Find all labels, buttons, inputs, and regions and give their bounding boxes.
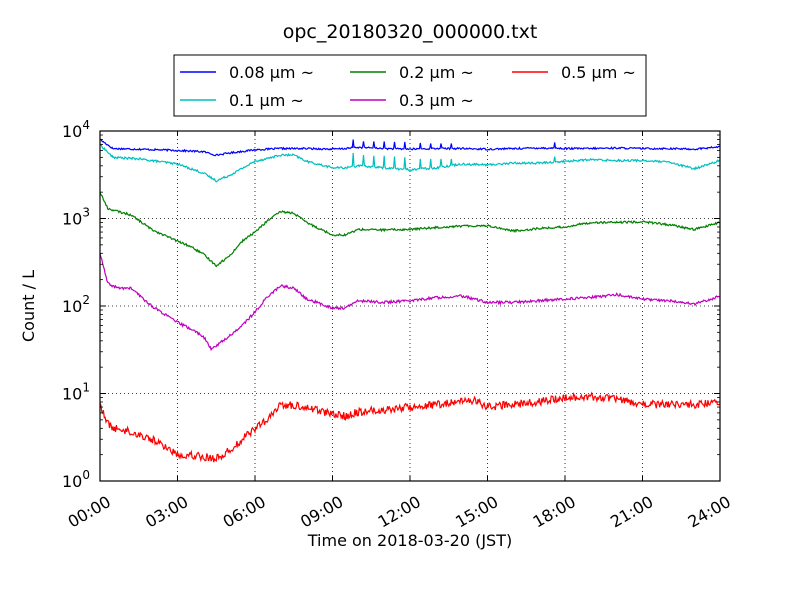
legend-label-1: 0.1 μm ~ (229, 91, 304, 110)
y-tick-label: 100 (62, 468, 90, 491)
legend-label-4: 0.5 μm ~ (561, 63, 636, 82)
series-line-0 (99, 138, 721, 157)
y-tick-label-exponent: 0 (82, 468, 90, 482)
y-tick-label: 101 (62, 381, 90, 404)
y-tick-label-base: 10 (62, 472, 82, 491)
y-tick-label: 104 (62, 118, 90, 141)
legend-label-2: 0.2 μm ~ (399, 63, 474, 82)
legend: 0.08 μm ~ 0.1 μm ~ 0.2 μm ~ 0.3 μm ~ 0.5 μm … (173, 54, 647, 117)
x-axis-title: Time on 2018-03-20 (JST) (307, 531, 512, 550)
y-tick-label-base: 10 (62, 210, 82, 229)
series-line-2 (99, 192, 720, 268)
chart-title: opc_20180320_000000.txt (283, 21, 538, 43)
legend-items: 0.08 μm ~ 0.1 μm ~ 0.2 μm ~ 0.3 μm ~ 0.5 μm … (180, 63, 636, 110)
y-tick-label-base: 10 (62, 385, 82, 404)
y-axis-title: Count / L (19, 270, 38, 342)
series-line-3 (99, 253, 721, 352)
series-line-1 (99, 143, 720, 183)
legend-box (173, 54, 647, 117)
legend-label-3: 0.3 μm ~ (399, 91, 474, 110)
y-tick-label: 103 (62, 206, 90, 229)
grid-lines (100, 131, 720, 481)
y-tick-label-exponent: 3 (82, 206, 90, 220)
legend-label-0: 0.08 μm ~ (229, 63, 314, 82)
y-tick-label: 102 (62, 293, 90, 316)
y-tick-label-exponent: 1 (82, 381, 90, 395)
y-tick-label-base: 10 (62, 122, 82, 141)
y-tick-label-base: 10 (62, 297, 82, 316)
y-tick-label-exponent: 2 (82, 293, 90, 307)
plot-series (99, 138, 721, 463)
series-line-4 (99, 391, 721, 463)
axis-ticks (99, 130, 721, 482)
y-tick-label-exponent: 4 (82, 118, 90, 132)
